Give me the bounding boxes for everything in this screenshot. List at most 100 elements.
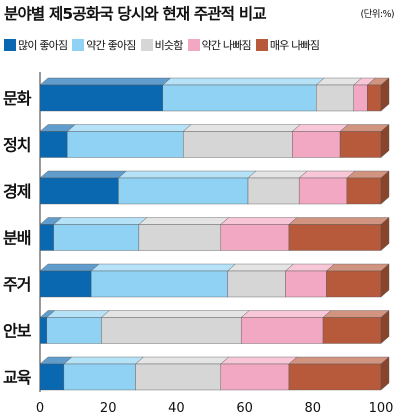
bar-segment-top bbox=[220, 217, 298, 225]
category-label: 안보 bbox=[3, 322, 32, 341]
bar-segment bbox=[39, 131, 68, 158]
bar-segment-top bbox=[291, 124, 349, 132]
bar-segment-side bbox=[380, 170, 390, 205]
legend: 많이 좋아짐 약간 좋아짐 비슷함 약간 나빠짐 매우 나빠짐 bbox=[4, 37, 324, 53]
bar-segment bbox=[39, 270, 92, 298]
legend-label: 많이 좋아짐 bbox=[18, 39, 68, 52]
bar-segment bbox=[138, 224, 221, 251]
bar-segment-top bbox=[182, 124, 301, 132]
chart-title: 분야별 제5공화국 당시와 현재 주관적 비교 bbox=[4, 5, 267, 23]
legend-label: 약간 나빠짐 bbox=[201, 39, 252, 52]
bar-segment-top bbox=[39, 170, 127, 179]
bar-segment bbox=[240, 317, 324, 344]
bar-segment bbox=[227, 270, 286, 298]
x-tick-label: 100 bbox=[369, 401, 394, 416]
bar-segment bbox=[288, 363, 382, 391]
bar-segment bbox=[346, 177, 382, 205]
legend-item: 약간 나빠짐 bbox=[187, 37, 252, 53]
bar-segment bbox=[288, 224, 382, 251]
legend-item: 약간 좋아짐 bbox=[72, 37, 136, 53]
bar-segment-top bbox=[134, 356, 230, 365]
bar-segment bbox=[298, 177, 348, 205]
bar-segment bbox=[292, 131, 341, 158]
bar-segment bbox=[90, 270, 228, 298]
bar-segment bbox=[220, 363, 290, 391]
bar-segment-side bbox=[380, 124, 390, 158]
bar-segment bbox=[220, 224, 290, 251]
bar-segment bbox=[285, 270, 327, 298]
bar-segment bbox=[39, 177, 119, 205]
bar-segment-top bbox=[220, 356, 298, 365]
bar-segment-top bbox=[339, 124, 390, 132]
bar-segment-top bbox=[284, 263, 335, 272]
bar-segment-top bbox=[39, 263, 100, 272]
legend-label: 약간 좋아짐 bbox=[86, 39, 136, 52]
bar-segment bbox=[326, 270, 382, 298]
legend-item: 많이 좋아짐 bbox=[4, 37, 68, 53]
bar-segment-top bbox=[53, 217, 148, 225]
legend-swatch bbox=[255, 39, 268, 51]
legend-swatch bbox=[4, 39, 16, 51]
bar-segment-top bbox=[66, 124, 192, 132]
bar-segment bbox=[367, 84, 382, 112]
bar-segment-top bbox=[325, 263, 390, 272]
x-tick-label: 20 bbox=[100, 401, 117, 416]
bar-segment bbox=[247, 177, 300, 205]
bar-segment-top bbox=[322, 310, 390, 318]
bar-segment-top bbox=[117, 170, 257, 179]
category-label: 분배 bbox=[3, 229, 31, 248]
bar-segment-top bbox=[298, 170, 356, 179]
bar-segment-top bbox=[240, 310, 332, 318]
legend-label: 비슷함 bbox=[154, 39, 184, 52]
x-tick-label: 80 bbox=[305, 401, 322, 416]
bar-segment-top bbox=[46, 310, 110, 318]
bar-segment bbox=[53, 224, 140, 251]
category-label: 문화 bbox=[3, 89, 32, 108]
bar-segment bbox=[339, 131, 382, 158]
legend-label: 매우 나빠짐 bbox=[269, 39, 320, 52]
bar-segment bbox=[316, 84, 354, 112]
bar-segment-side bbox=[380, 217, 390, 251]
bar-segment bbox=[353, 84, 368, 112]
bar-segment bbox=[322, 317, 382, 344]
x-tick-label: 40 bbox=[168, 401, 185, 416]
legend-swatch bbox=[72, 39, 85, 51]
category-label: 주거 bbox=[3, 275, 30, 294]
bar-segment bbox=[101, 317, 242, 344]
bar-segment-side bbox=[380, 356, 390, 391]
bar-segment bbox=[39, 317, 48, 344]
bar-segment-top bbox=[90, 263, 237, 272]
bar-segment-side bbox=[380, 263, 390, 298]
bar-segment bbox=[135, 363, 221, 391]
unit-label: (단위:%) bbox=[360, 9, 394, 20]
x-tick-label: 60 bbox=[236, 401, 253, 416]
bar-segment-top bbox=[39, 77, 172, 86]
bar-segment bbox=[39, 224, 54, 251]
category-label: 경제 bbox=[3, 182, 31, 201]
bar-segment bbox=[46, 317, 102, 344]
x-tick-label: 0 bbox=[36, 401, 44, 416]
bar-segment bbox=[162, 84, 317, 112]
bar-segment bbox=[183, 131, 293, 158]
bar-segment-top bbox=[100, 310, 250, 318]
legend-swatch bbox=[140, 39, 153, 51]
legend-item: 비슷함 bbox=[140, 37, 184, 53]
bar-segment-top bbox=[162, 77, 325, 86]
bar-segment-top bbox=[227, 263, 295, 272]
bar-segment-top bbox=[288, 356, 390, 365]
bar-segment-side bbox=[380, 77, 390, 112]
bar-segment-side bbox=[380, 310, 390, 344]
bar-segment-top bbox=[247, 170, 308, 179]
legend-swatch bbox=[187, 39, 200, 51]
bar-segment bbox=[39, 84, 163, 112]
legend-item: 매우 나빠짐 bbox=[255, 37, 320, 53]
category-label: 정치 bbox=[3, 136, 30, 155]
bar-segment-top bbox=[138, 217, 230, 225]
bar-segment-top bbox=[288, 217, 390, 225]
bar-segment bbox=[63, 363, 136, 391]
bar-segment bbox=[39, 363, 65, 391]
bar-segment-top bbox=[63, 356, 145, 365]
category-label: 교육 bbox=[3, 368, 32, 387]
bar-segment bbox=[67, 131, 184, 158]
